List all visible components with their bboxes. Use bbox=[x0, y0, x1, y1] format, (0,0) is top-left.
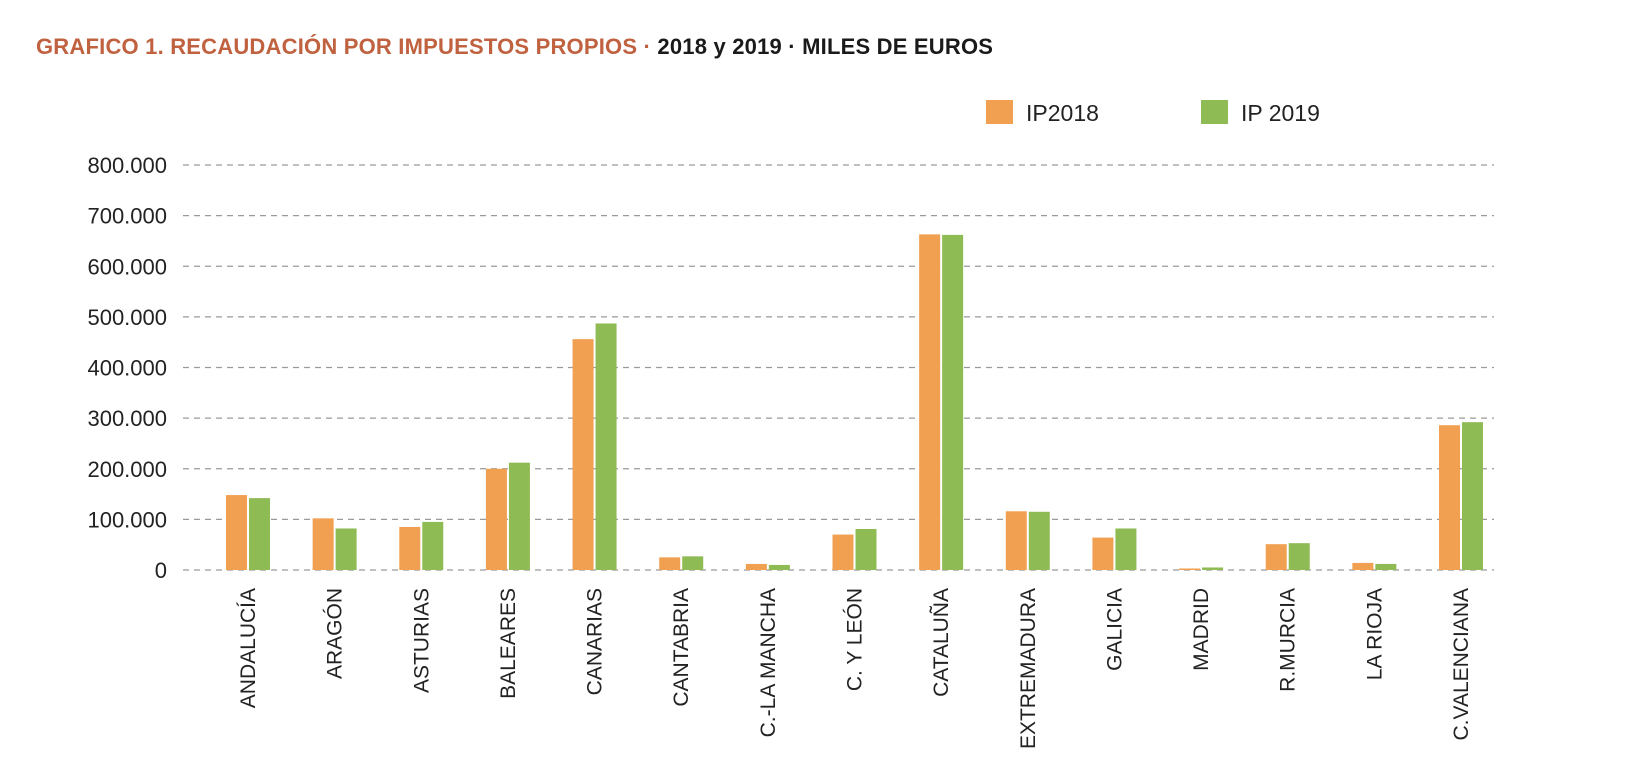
y-tick-label: 300.000 bbox=[87, 406, 167, 431]
bar bbox=[508, 462, 530, 570]
bar bbox=[335, 528, 357, 570]
y-tick-label: 600.000 bbox=[87, 254, 167, 279]
x-tick-label: C.-LA MANCHA bbox=[757, 588, 780, 737]
bar bbox=[682, 556, 704, 570]
bars bbox=[226, 234, 1483, 571]
y-tick-label: 500.000 bbox=[87, 305, 167, 330]
y-tick-label: 400.000 bbox=[87, 356, 167, 381]
bar bbox=[595, 323, 617, 570]
x-tick-label: GALICIA bbox=[1103, 588, 1126, 671]
bar bbox=[855, 528, 877, 570]
x-tick-label: CANTABRIA bbox=[670, 588, 693, 707]
bar bbox=[312, 518, 334, 570]
bar bbox=[1115, 528, 1137, 570]
bar bbox=[919, 234, 941, 570]
x-tick-label: LA RIOJA bbox=[1363, 588, 1386, 680]
bar bbox=[659, 557, 681, 570]
bar bbox=[1202, 567, 1224, 570]
x-tick-label: R.MURCIA bbox=[1277, 588, 1300, 692]
y-tick-label: 200.000 bbox=[87, 457, 167, 482]
x-tick-label: C.VALENCIANA bbox=[1450, 588, 1473, 741]
bar bbox=[1005, 511, 1027, 570]
bar bbox=[226, 495, 247, 570]
bar bbox=[572, 339, 594, 570]
x-tick-label: CATALUÑA bbox=[929, 588, 953, 697]
chart-title: GRAFICO 1. RECAUDACIÓN POR IMPUESTOS PRO… bbox=[36, 34, 993, 60]
bar bbox=[1462, 422, 1483, 570]
y-tick-label: 800.000 bbox=[87, 153, 167, 178]
y-tick-label: 700.000 bbox=[87, 204, 167, 229]
bar bbox=[768, 564, 790, 570]
legend-swatch bbox=[1201, 100, 1228, 124]
bar bbox=[422, 521, 444, 570]
bar bbox=[399, 526, 421, 570]
legend: IP2018 IP 2019 bbox=[986, 100, 1320, 126]
bar bbox=[485, 468, 507, 570]
x-tick-label: ASTURIAS bbox=[410, 588, 433, 693]
x-tick-label: C. Y LEÓN bbox=[844, 588, 867, 691]
y-tick-label: 0 bbox=[155, 558, 167, 583]
bar bbox=[249, 498, 270, 570]
bar bbox=[832, 534, 854, 570]
x-tick-label: MADRID bbox=[1190, 588, 1213, 671]
x-tick-label: BALEARES bbox=[497, 588, 520, 699]
x-tick-label: CANARIAS bbox=[584, 588, 607, 695]
bar bbox=[942, 234, 964, 571]
bar bbox=[745, 563, 767, 570]
legend-label: IP 2019 bbox=[1241, 100, 1320, 126]
chart-title-part2: 2018 y 2019 · MILES DE EUROS bbox=[657, 34, 994, 59]
bar bbox=[1439, 425, 1460, 570]
bar bbox=[1179, 568, 1201, 570]
bar bbox=[1375, 563, 1397, 570]
y-axis: 0 100.000 200.000 300.000 400.000 500.000 600.… bbox=[87, 153, 167, 583]
x-tick-label: ARAGÓN bbox=[324, 588, 347, 679]
bar bbox=[1092, 537, 1114, 570]
bar bbox=[1288, 543, 1310, 570]
gridlines bbox=[183, 164, 1494, 571]
x-tick-label: EXTREMADURA bbox=[1017, 588, 1040, 749]
chart-title-part1: GRAFICO 1. RECAUDACIÓN POR IMPUESTOS PRO… bbox=[36, 34, 658, 59]
legend-swatch bbox=[986, 100, 1013, 124]
legend-label: IP2018 bbox=[1026, 100, 1099, 126]
y-tick-label: 100.000 bbox=[87, 507, 167, 532]
x-tick-label: ANDALUCÍA bbox=[237, 588, 260, 708]
bar bbox=[1265, 544, 1287, 570]
bar bbox=[1352, 562, 1374, 570]
x-axis: ANDALUCÍA ARAGÓN ASTURIAS BALEARES CANARIAS C… bbox=[237, 588, 1473, 749]
bar bbox=[1028, 511, 1050, 570]
